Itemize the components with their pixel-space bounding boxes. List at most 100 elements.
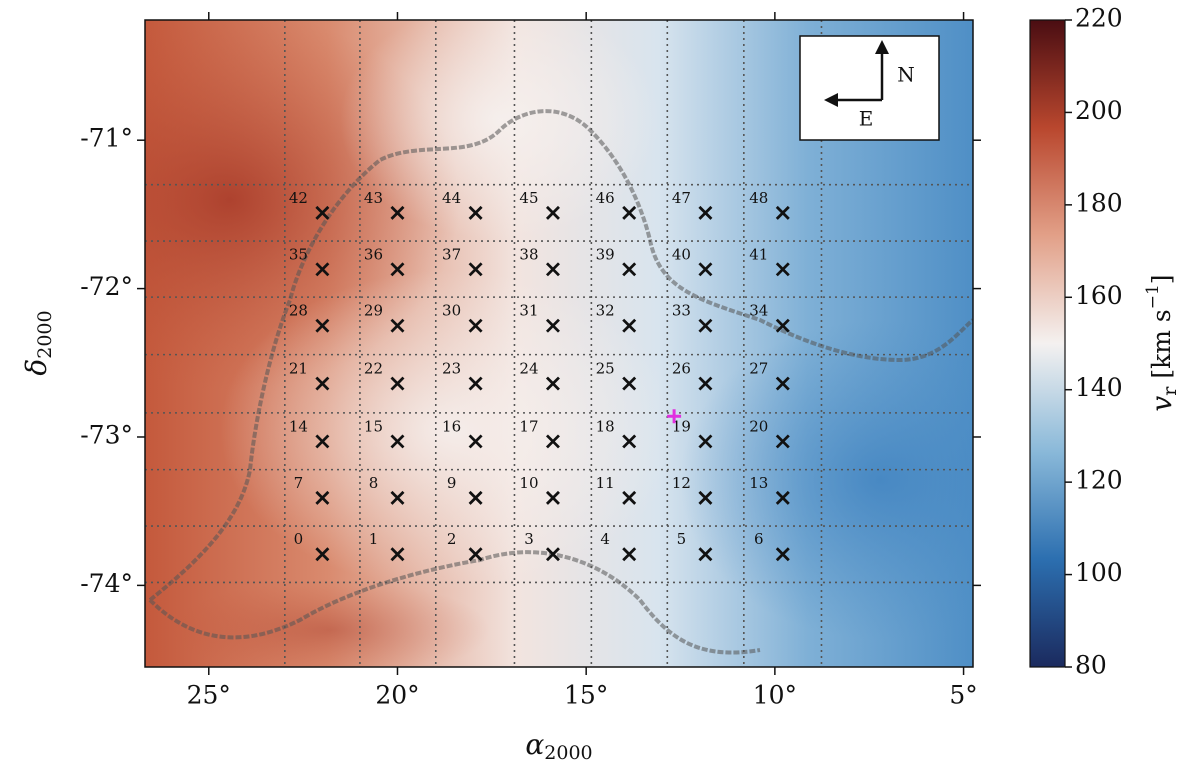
field-marker <box>468 547 483 562</box>
field-marker <box>622 262 637 277</box>
field-label: 4 <box>600 530 610 548</box>
field-marker <box>390 490 405 505</box>
field-marker <box>545 376 560 391</box>
field-label: 13 <box>749 474 768 492</box>
cross <box>545 262 560 277</box>
cross <box>315 262 330 277</box>
field-label: 45 <box>519 189 538 207</box>
cross <box>622 376 637 391</box>
cross <box>315 376 330 391</box>
field-label: 11 <box>596 474 615 492</box>
cross <box>315 205 330 220</box>
field-label: 1 <box>369 530 379 548</box>
field-marker <box>622 434 637 449</box>
field-marker <box>775 490 790 505</box>
field-marker <box>390 434 405 449</box>
field-label: 31 <box>519 302 538 320</box>
field-label: 12 <box>672 474 691 492</box>
center-marker <box>667 409 682 424</box>
field-marker <box>698 205 713 220</box>
y-axis-label: δ2000 <box>20 310 57 375</box>
field-marker <box>622 205 637 220</box>
cross <box>315 318 330 333</box>
colorbar-tick-label: 200 <box>1075 96 1123 125</box>
cross <box>545 547 560 562</box>
cross <box>468 318 483 333</box>
field-label: 42 <box>289 189 308 207</box>
field-marker <box>622 318 637 333</box>
field-marker <box>390 205 405 220</box>
colorbar-label-close: ] <box>1147 274 1176 284</box>
field-label: 6 <box>754 530 764 548</box>
field-marker <box>545 490 560 505</box>
field-label: 10 <box>519 474 538 492</box>
colorbar-tick-label: 160 <box>1075 281 1123 310</box>
field-marker <box>775 262 790 277</box>
field-label: 41 <box>749 245 768 263</box>
colorbar-label-unit: [km s <box>1147 309 1176 378</box>
cross <box>698 318 713 333</box>
cross <box>775 490 790 505</box>
field-label: 15 <box>364 417 383 435</box>
x-tick-label: 20° <box>375 681 419 710</box>
field-label: 26 <box>672 360 691 378</box>
cross <box>468 205 483 220</box>
cross <box>390 376 405 391</box>
cross <box>545 490 560 505</box>
cross <box>315 490 330 505</box>
field-label: 18 <box>596 417 615 435</box>
colorbar-tick-label: 140 <box>1075 373 1123 402</box>
cross <box>468 490 483 505</box>
field-label: 27 <box>749 360 768 378</box>
field-label: 0 <box>294 530 304 548</box>
cross <box>468 434 483 449</box>
field-marker <box>468 490 483 505</box>
field-label: 39 <box>596 245 615 263</box>
cross <box>545 205 560 220</box>
cross <box>390 318 405 333</box>
field-label: 19 <box>672 417 691 435</box>
field-marker <box>622 376 637 391</box>
field-label: 38 <box>519 245 538 263</box>
field-label: 28 <box>289 302 308 320</box>
cross <box>545 318 560 333</box>
field-label: 23 <box>442 360 461 378</box>
field-label: 47 <box>672 189 691 207</box>
x-label-subscript: 2000 <box>544 742 592 764</box>
field-marker <box>390 318 405 333</box>
x-label-symbol: α <box>525 728 544 761</box>
field-marker <box>698 434 713 449</box>
field-marker <box>545 434 560 449</box>
field-label: 17 <box>519 417 538 435</box>
colorbar-tick-label: 80 <box>1075 651 1107 680</box>
field-label: 30 <box>442 302 461 320</box>
cross <box>775 262 790 277</box>
field-label: 37 <box>442 245 461 263</box>
cross <box>468 547 483 562</box>
field-marker <box>698 376 713 391</box>
y-tick-label: -74° <box>80 569 133 598</box>
field-grid <box>145 20 973 667</box>
field-label: 14 <box>289 417 308 435</box>
field-label: 22 <box>364 360 383 378</box>
field-marker <box>698 547 713 562</box>
y-label-symbol: δ <box>20 359 53 376</box>
colorbar-label-subscript: r <box>1159 386 1181 396</box>
cross <box>390 434 405 449</box>
field-marker <box>468 376 483 391</box>
cross <box>545 376 560 391</box>
cross <box>775 547 790 562</box>
field-label: 36 <box>364 245 383 263</box>
cross <box>390 262 405 277</box>
colorbar <box>1029 19 1066 668</box>
field-label: 7 <box>294 474 304 492</box>
cross <box>545 434 560 449</box>
field-label: 2 <box>447 530 457 548</box>
cross <box>698 205 713 220</box>
cross <box>775 376 790 391</box>
cross <box>775 318 790 333</box>
y-tick-label: -73° <box>80 420 133 449</box>
plot-frame <box>144 19 974 668</box>
